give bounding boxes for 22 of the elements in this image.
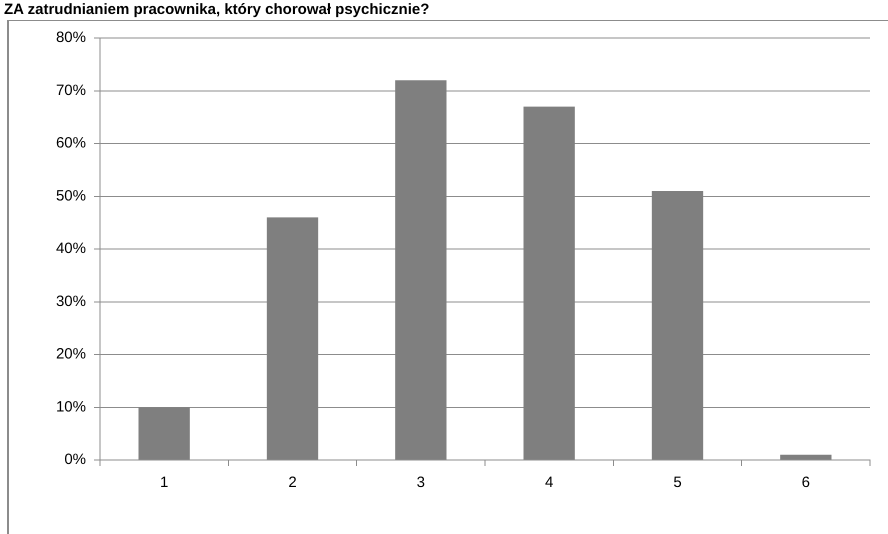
bar [138, 407, 190, 460]
y-tick-label: 0% [64, 451, 86, 468]
bar [652, 190, 704, 460]
bar [395, 80, 446, 460]
y-tick-label: 30% [56, 292, 86, 310]
bar [780, 454, 832, 460]
y-tick-label: 20% [56, 346, 86, 363]
x-tick-label: 4 [544, 474, 554, 492]
y-tick-label: 50% [56, 187, 86, 204]
y-tick-label: 60% [56, 134, 86, 152]
bar [266, 217, 318, 460]
x-tick-label: 3 [416, 474, 426, 492]
x-tick-label: 6 [802, 474, 810, 492]
chart-title: ZA zatrudnianiem pracownika, który chorował psychicznie? [4, 1, 430, 18]
y-tick-label: 70% [56, 82, 86, 99]
y-tick-label: 80% [56, 29, 86, 46]
x-tick-label: 2 [288, 474, 297, 492]
bar [524, 106, 575, 460]
x-tick-label: 5 [673, 474, 682, 492]
x-tick-label: 1 [160, 474, 168, 492]
y-tick-label: 40% [56, 240, 86, 258]
y-tick-label: 10% [56, 398, 86, 416]
